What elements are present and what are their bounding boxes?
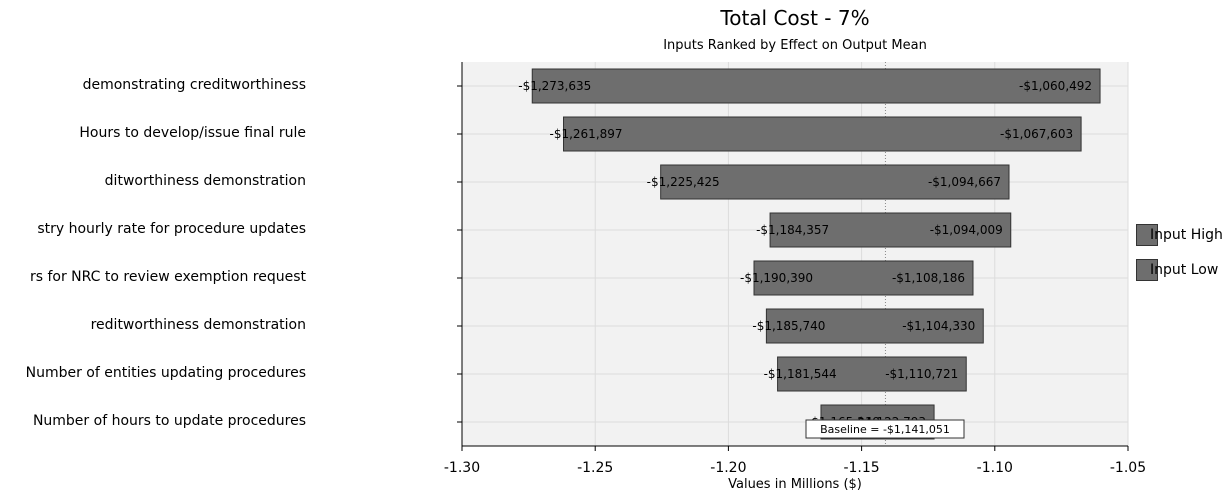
category-label: rs for NRC to review exemption request xyxy=(29,269,306,285)
bar-low-label: -$1,184,357 xyxy=(756,223,829,237)
category-label: Number of entities updating procedures xyxy=(25,365,306,381)
legend-swatch-high xyxy=(1136,224,1158,246)
bar-low-label: -$1,261,897 xyxy=(550,127,623,141)
legend-swatch-low xyxy=(1136,259,1158,281)
x-tick-label: -1.25 xyxy=(577,460,614,476)
bar-high-label: -$1,067,603 xyxy=(1000,127,1073,141)
baseline-label: Baseline = -$1,141,051 xyxy=(820,423,950,436)
x-tick-label: -1.20 xyxy=(710,460,747,476)
x-tick-label: -1.30 xyxy=(443,460,481,476)
bar-high-label: -$1,108,186 xyxy=(892,271,965,285)
category-label: ditworthiness demonstration xyxy=(104,173,306,189)
tornado-bar xyxy=(777,356,967,392)
legend-label-high: Input High xyxy=(1150,227,1223,243)
x-tick-label: -1.15 xyxy=(843,460,880,476)
x-tick-label: -1.05 xyxy=(1109,460,1147,476)
x-axis-label: Values in Millions ($) xyxy=(728,477,862,492)
baseline-label-box xyxy=(805,419,965,439)
tornado-bar xyxy=(753,260,974,296)
category-label: Hours to develop/issue final rule xyxy=(79,125,306,141)
tornado-bar xyxy=(531,68,1101,104)
bar-low-label: -$1,225,425 xyxy=(647,175,720,189)
y-axis-labels: demonstrating creditworthiness Hours to d… xyxy=(0,0,440,494)
bar-high-label: -$1,104,330 xyxy=(902,319,975,333)
chart-title: Total Cost - 7% xyxy=(720,6,870,30)
legend-label-low: Input Low xyxy=(1150,262,1219,278)
bar-low-label: -$1,181,544 xyxy=(764,367,837,381)
tornado-bar xyxy=(765,308,984,344)
bar-low-label: -$1,190,390 xyxy=(740,271,813,285)
tornado-bar xyxy=(660,164,1010,200)
bar-high-label: -$1,094,009 xyxy=(930,223,1003,237)
tornado-bar xyxy=(769,212,1012,248)
chart-subtitle: Inputs Ranked by Effect on Output Mean xyxy=(663,38,927,53)
bar-high-label: -$1,060,492 xyxy=(1019,79,1092,93)
category-label: demonstrating creditworthiness xyxy=(82,77,306,93)
bar-high-label: -$1,094,667 xyxy=(928,175,1001,189)
bar-low-label: -$1,273,635 xyxy=(518,79,591,93)
category-label: Number of hours to update procedures xyxy=(32,413,306,429)
bar-high-label: -$1,110,721 xyxy=(885,367,958,381)
tornado-bar xyxy=(563,116,1082,152)
bar-low-label: -$1,185,740 xyxy=(752,319,825,333)
x-tick-label: -1.10 xyxy=(976,460,1013,476)
category-label: stry hourly rate for procedure updates xyxy=(37,221,306,237)
category-label: reditworthiness demonstration xyxy=(90,317,306,333)
